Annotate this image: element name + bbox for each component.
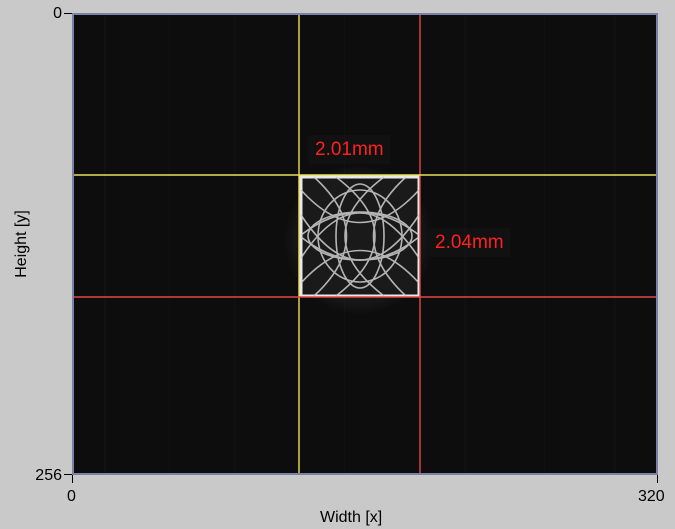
x-tick-left-label: 0 (67, 488, 76, 505)
y-tick-top-mark (64, 13, 72, 14)
x-tick-right-label: 320 (638, 488, 665, 505)
y-tick-bottom-mark (64, 474, 72, 475)
camera-image[interactable] (74, 15, 656, 473)
x-tick-left-mark (72, 475, 73, 483)
y-tick-bottom-label: 256 (35, 467, 62, 484)
x-tick-right-mark (657, 475, 658, 483)
y-axis-title: Height [y] (13, 210, 30, 278)
height-measurement-label: 2.04mm (429, 228, 510, 257)
y-tick-top-label: 0 (53, 5, 62, 22)
beam-spot (284, 165, 434, 315)
x-axis-title: Width [x] (320, 509, 383, 526)
camera-image-frame[interactable]: 2.01mm 2.04mm (72, 13, 658, 475)
width-measurement-label: 2.01mm (309, 135, 390, 164)
